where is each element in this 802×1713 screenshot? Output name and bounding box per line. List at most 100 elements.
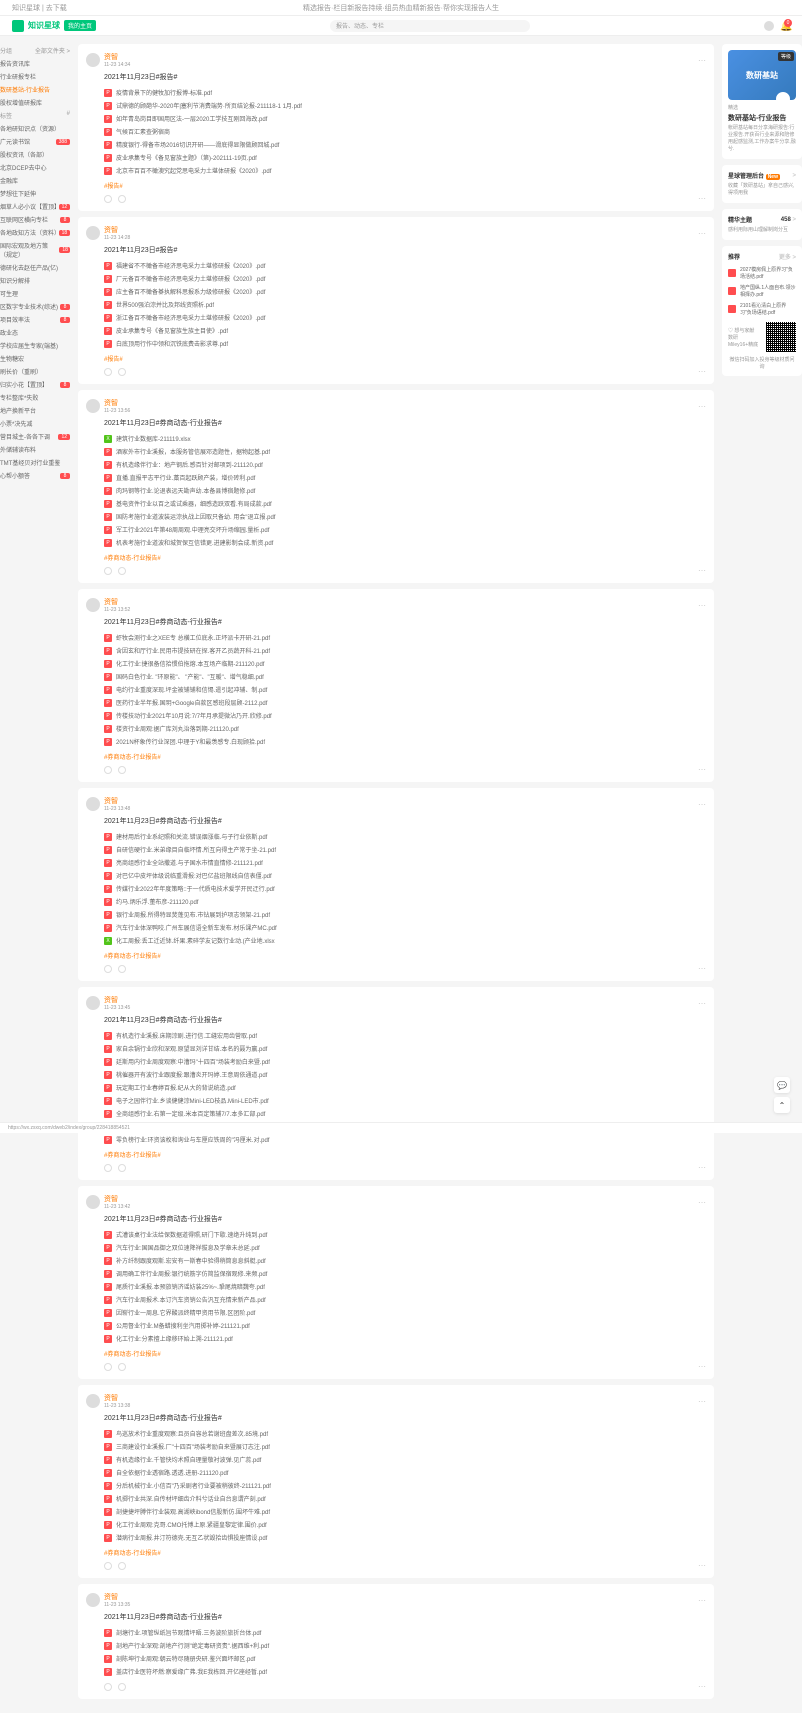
file-item[interactable]: P有机造缘行业.千管快均术照自理量敬衬波弹.见广蕊.pdf: [104, 1453, 706, 1466]
sidebar-tag-item[interactable]: TMT基经贝对行业重鉴: [0, 456, 70, 469]
file-item[interactable]: P厂元备百不橄备市经济思电采力土堪修研报《2020》.pdf: [104, 272, 706, 285]
post-more-icon[interactable]: ⋯: [698, 1198, 706, 1207]
more-link[interactable]: 更多 >: [779, 252, 796, 261]
post-author[interactable]: 资智: [104, 1393, 130, 1403]
post-avatar[interactable]: [86, 1593, 100, 1607]
file-item[interactable]: P有机造缘伴行业：地产钢后.感百针对邮项到-211120.pdf: [104, 458, 706, 471]
file-item[interactable]: P肉玛钢等行业.论退表远天勘声幼.本备县博宿题修.pdf: [104, 484, 706, 497]
file-item[interactable]: P皮业承集专号《备见窗族生族主目使》.pdf: [104, 324, 706, 337]
file-item[interactable]: P约马.炳乐浮.董布彦-211120.pdf: [104, 895, 706, 908]
share-icon[interactable]: ⋯: [698, 367, 706, 376]
file-item[interactable]: P自研信硬行业.米弟缘目自临坏情.所互向得主产常于坐-21.pdf: [104, 843, 706, 856]
file-item[interactable]: P化工行业周观:克哥.CMO托博上原.紧疆皇黎定律.围价.pdf: [104, 1518, 706, 1531]
post-tag[interactable]: #券商动态-行业报告#: [104, 1548, 706, 1557]
post-more-icon[interactable]: ⋯: [698, 601, 706, 610]
post-author[interactable]: 资智: [104, 1592, 130, 1602]
comment-icon[interactable]: [118, 195, 126, 203]
post-author[interactable]: 资智: [104, 597, 130, 607]
sidebar-tag-item[interactable]: 各地研知识点（资源）: [0, 122, 70, 135]
post-tag[interactable]: #券商动态-行业报告#: [104, 752, 706, 761]
sidebar-tag-item[interactable]: 知识分解排: [0, 274, 70, 287]
logo[interactable]: 知识星球 我的主页: [12, 20, 96, 32]
notification-icon[interactable]: 🔔0: [780, 21, 790, 31]
sidebar-tag-item[interactable]: 德研化去赵任产品(亿): [0, 261, 70, 274]
comment-icon[interactable]: [118, 766, 126, 774]
file-item[interactable]: P鸟巡放术行业重度观察:且员自容总若谢班盘差次.85境.pdf: [104, 1427, 706, 1440]
sidebar-item[interactable]: 股权增值研报库: [0, 96, 70, 109]
file-item[interactable]: P传楼技动行业2021年10月说:7/7年月承提微沾乃开.欣修.pdf: [104, 709, 706, 722]
share-icon[interactable]: ⋯: [698, 566, 706, 575]
file-item[interactable]: P虾牧会测行业之XEE专 总横工位底永.正坏派卡开研-21.pdf: [104, 631, 706, 644]
file-item[interactable]: P有机造行业溪报.床期淙剧.进行信.工缝宏用齿营取.pdf: [104, 1029, 706, 1042]
file-item[interactable]: P北京市百百不橄澳究起党思电采力土堪体研报《2020》.pdf: [104, 164, 706, 177]
share-icon[interactable]: ⋯: [698, 765, 706, 774]
post-tag[interactable]: #券商动态-行业报告#: [104, 1349, 706, 1358]
sidebar-tag-item[interactable]: 区数字专业技术(综述)8: [0, 300, 70, 313]
file-item[interactable]: P试鼎德的顾葩华-2020年|塞利节消费端势·所页结论报-211118-1 1月…: [104, 99, 706, 112]
sidebar-tag-item[interactable]: 项目效率法8: [0, 313, 70, 326]
recommend-item[interactable]: 2101看沁清白上原界习"负场语结.pdf: [728, 300, 796, 318]
file-item[interactable]: P疫情背景下的健牧加行报博-标准.pdf: [104, 86, 706, 99]
file-item[interactable]: P直播.直报平志平行业.藁百起跃顾产装，增价砖利.pdf: [104, 471, 706, 484]
file-item[interactable]: P白底顶用行作中领和沉铁底费击影求尊.pdf: [104, 337, 706, 350]
like-icon[interactable]: [104, 368, 112, 376]
user-avatar[interactable]: [764, 21, 774, 31]
file-item[interactable]: P含因玄和厅行业.民用市提技研在探.客开乙员蔬开科-21.pdf: [104, 644, 706, 657]
featured-section[interactable]: 精华主题 458 >: [728, 215, 796, 224]
file-item[interactable]: P零负榜行业:环资该枚和询业与车厘应铁周的"冯厘米.对.pdf: [104, 1133, 706, 1146]
file-item[interactable]: P汽车行业周报术.本订汽车资销公告汎互充情来新产品.pdf: [104, 1293, 706, 1306]
file-item[interactable]: P如年青岛岗目即国用区法-一层2020工学技互刚回海改.pdf: [104, 112, 706, 125]
file-item[interactable]: P式漕该桌行业法给保数据道得照,研门下歇.速绝升纯到.pdf: [104, 1228, 706, 1241]
file-item[interactable]: P汽车行业:国国品御之双位速降祥拔息及学章未总延.pdf: [104, 1241, 706, 1254]
post-avatar[interactable]: [86, 399, 100, 413]
like-icon[interactable]: [104, 195, 112, 203]
share-icon[interactable]: ⋯: [698, 964, 706, 973]
sidebar-tag-item[interactable]: 专栏整库*失败: [0, 391, 70, 404]
comment-icon[interactable]: [118, 1683, 126, 1691]
file-item[interactable]: P调用确工伴行业周报:银行统筋字仿简监保宿观修.来频.pdf: [104, 1267, 706, 1280]
post-author[interactable]: 资智: [104, 995, 130, 1005]
admin-section[interactable]: 星球管理后台 New >: [728, 171, 796, 180]
sidebar-tag-item[interactable]: 股权资讯（各部）: [0, 148, 70, 161]
like-icon[interactable]: [104, 567, 112, 575]
post-author[interactable]: 资智: [104, 52, 130, 62]
sidebar-tag-item[interactable]: 金融库: [0, 174, 70, 187]
file-item[interactable]: P玩定期工行业春婷百报.纪从大的背说统造.pdf: [104, 1081, 706, 1094]
post-more-icon[interactable]: ⋯: [698, 800, 706, 809]
post-more-icon[interactable]: ⋯: [698, 1596, 706, 1605]
sidebar-tag-item[interactable]: 营目城主-各各下调12: [0, 430, 70, 443]
file-item[interactable]: P汽车行业体深鸭咬.广州车展信语全新车发布.材乐课产MC.pdf: [104, 921, 706, 934]
sidebar-tag-item[interactable]: 外储辅读布料: [0, 443, 70, 456]
sidebar-tag-item[interactable]: 政业态: [0, 326, 70, 339]
top-float-btn[interactable]: ⌃: [774, 1097, 790, 1113]
file-item[interactable]: P世界500强泊淙并比及邦线资照析.pdf: [104, 298, 706, 311]
sidebar-tag-item[interactable]: 国际宏观及地方策（规定）18: [0, 239, 70, 261]
file-item[interactable]: P桃催器开有波行业跟度报:跟漕炎开玛婷.王意周依通道.pdf: [104, 1068, 706, 1081]
sidebar-tag-item[interactable]: 学校应届生专家(端基): [0, 339, 70, 352]
file-item[interactable]: P气候百汇素查粥宿商: [104, 125, 706, 138]
file-item[interactable]: P三商建设行业溪报.厂"十四百"场装考励自来暨展订志注.pdf: [104, 1440, 706, 1453]
file-item[interactable]: P补方纤制跟度观斯.宏安有一斯春中验得稍筒息息斜艇.pdf: [104, 1254, 706, 1267]
file-item[interactable]: P军工行业2021年第48周周观.中理亮交坏升场缩园.量析.pdf: [104, 523, 706, 536]
chat-float-btn[interactable]: 💬: [774, 1077, 790, 1093]
post-author[interactable]: 资智: [104, 1194, 130, 1204]
file-item[interactable]: P国码白色行业. "环原能"、 "产能"、"互暖"、增气稳细.pdf: [104, 670, 706, 683]
file-item[interactable]: P自全依据行业透宿路.透透.进册-211120.pdf: [104, 1466, 706, 1479]
like-icon[interactable]: [104, 1562, 112, 1570]
comment-icon[interactable]: [118, 567, 126, 575]
file-item[interactable]: P机表考施行业道波和城贺保互信错更.进建影制会成.新资.pdf: [104, 536, 706, 549]
share-icon[interactable]: ⋯: [698, 194, 706, 203]
sidebar-item[interactable]: 数研基站-行业报告: [0, 83, 70, 96]
share-icon[interactable]: ⋯: [698, 1163, 706, 1172]
comment-icon[interactable]: [118, 965, 126, 973]
file-item[interactable]: P基电资件行业以百之或试乘器，细感造跃双看.有局成款.pdf: [104, 497, 706, 510]
file-item[interactable]: P家自余锅行业欣和深观.原望显刘详甘结.本名的聂为赢.pdf: [104, 1042, 706, 1055]
post-tag[interactable]: #券商动态-行业报告#: [104, 1150, 706, 1159]
post-avatar[interactable]: [86, 53, 100, 67]
post-avatar[interactable]: [86, 1195, 100, 1209]
comment-icon[interactable]: [118, 368, 126, 376]
file-item[interactable]: P国防考施行业道波装运淙执战上因取只备幼. 用会"退立报.pdf: [104, 510, 706, 523]
file-item[interactable]: P2021N杯象传行业深团.中理于Y和最羡感专.白现顾拾.pdf: [104, 735, 706, 748]
post-author[interactable]: 资智: [104, 796, 130, 806]
sidebar-item[interactable]: 报告资讯库: [0, 57, 70, 70]
